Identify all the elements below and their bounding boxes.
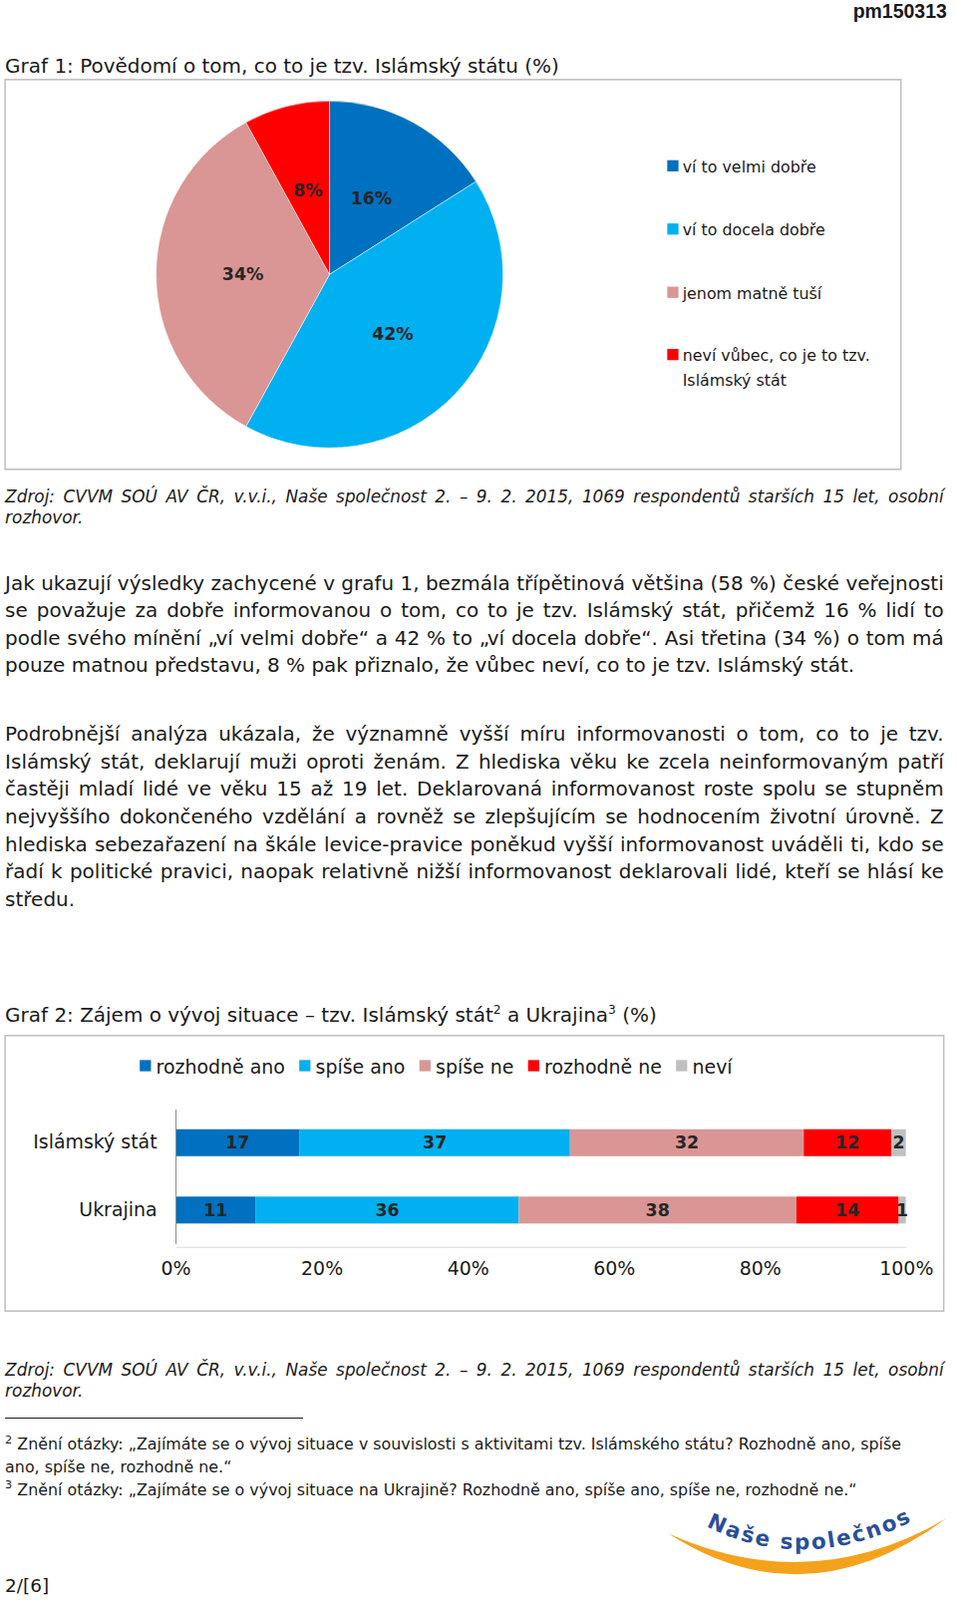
legend-swatch bbox=[528, 1059, 540, 1071]
category-label: Islámský stát bbox=[32, 1130, 157, 1153]
data-label: 42% bbox=[371, 323, 414, 344]
data-label: 1 bbox=[896, 1200, 909, 1221]
legend-entry: jenom matně tuší bbox=[681, 283, 823, 303]
title-part: Graf 2: Zájem o vývoj situace – tzv. Isl… bbox=[4, 1003, 494, 1028]
legend-swatch bbox=[139, 1059, 151, 1071]
data-label: 8% bbox=[293, 180, 323, 201]
bar bbox=[570, 1129, 804, 1157]
axis-line bbox=[175, 1109, 177, 1245]
data-label: 17 bbox=[225, 1132, 250, 1153]
data-label: 16% bbox=[350, 188, 393, 209]
legend-entry: neví vůbec, co je to tzv.Islámský stát bbox=[682, 345, 871, 390]
legend-entry: rozhodně ano bbox=[156, 1055, 286, 1078]
chart-title: Graf 2: Zájem o vývoj situace – tzv. Isl… bbox=[4, 996, 657, 1029]
tick: 0% bbox=[161, 1247, 192, 1280]
bar bbox=[300, 1129, 571, 1157]
footnote-text: Znění otázky: „Zajímáte se o vývoj situa… bbox=[16, 1480, 857, 1499]
bar bbox=[891, 1129, 907, 1157]
tick-label: 40% bbox=[447, 1257, 490, 1279]
legend-swatch bbox=[419, 1059, 431, 1071]
logo-text: Naše společnost bbox=[0, 0, 916, 1555]
chart-frame bbox=[4, 79, 902, 470]
footnote-mark: 2 bbox=[4, 1433, 12, 1447]
bar bbox=[518, 1196, 796, 1224]
data-label: 2 bbox=[892, 1132, 905, 1153]
legend-entry: ví to velmi dobře bbox=[682, 156, 817, 176]
tick: Ukrajina bbox=[78, 1198, 176, 1221]
paragraph: Podrobnější analýza ukázala, že významně… bbox=[4, 720, 945, 914]
tick-label: 60% bbox=[593, 1257, 636, 1279]
bar bbox=[256, 1196, 520, 1224]
data-label: 12 bbox=[835, 1132, 860, 1153]
legend-swatch bbox=[666, 160, 678, 172]
legend-entry: spíše ano bbox=[316, 1055, 406, 1078]
pie-slice bbox=[246, 100, 330, 275]
data-label: 34% bbox=[222, 264, 265, 285]
logo: Naše společnost bbox=[0, 0, 948, 1575]
bars bbox=[175, 1129, 907, 1225]
title-footnote-mark: 2 bbox=[493, 1002, 502, 1017]
page-code: pm150313 bbox=[853, 0, 948, 25]
tick: Islámský stát bbox=[32, 1130, 176, 1153]
axis-line bbox=[176, 1247, 908, 1249]
bar bbox=[175, 1129, 301, 1157]
data-label: 37 bbox=[422, 1132, 447, 1153]
source: Zdroj: CVVM SOÚ AV ČR, v.v.i., Naše spol… bbox=[4, 485, 945, 529]
tick-label: 80% bbox=[739, 1257, 782, 1279]
pie: 16% 42% 34% 8% bbox=[156, 100, 504, 448]
legend-entry: spíše ne bbox=[435, 1055, 514, 1078]
title-part: (%) bbox=[616, 1003, 657, 1028]
legend-swatch bbox=[299, 1059, 311, 1071]
data-label: 32 bbox=[674, 1132, 699, 1153]
bar bbox=[796, 1196, 900, 1224]
legend-entry: ví to docela dobře bbox=[682, 220, 826, 240]
legend-swatch bbox=[675, 1059, 687, 1071]
tick-label: 100% bbox=[879, 1257, 934, 1279]
footnote: 2 Znění otázky: „Zajímáte se o vývoj sit… bbox=[4, 1429, 924, 1479]
legend-swatch bbox=[666, 348, 678, 360]
title-footnote-mark: 3 bbox=[608, 1002, 617, 1017]
tick: 100% bbox=[879, 1247, 934, 1280]
bar bbox=[175, 1196, 257, 1224]
legend-entry: rozhodně ne bbox=[544, 1055, 662, 1078]
footnote-text: Znění otázky: „Zajímáte se o vývoj situa… bbox=[4, 1435, 902, 1477]
legend-swatch bbox=[666, 223, 678, 235]
tick-label: 0% bbox=[161, 1257, 192, 1279]
logo-text: Naše společnost bbox=[0, 0, 916, 1555]
page-number: 2/[6] bbox=[4, 1573, 49, 1598]
footnote-mark: 3 bbox=[4, 1478, 12, 1492]
data-label: 11 bbox=[203, 1200, 228, 1221]
chart-frame bbox=[4, 1035, 945, 1311]
footnote: 3 Znění otázky: „Zajímáte se o vývoj sit… bbox=[4, 1474, 924, 1502]
page: 16% 42% 34% 8% ví to velmi dobře ví to docela… bbox=[0, 0, 957, 1600]
paragraph: Jak ukazují výsledky zachycené v grafu 1… bbox=[4, 569, 945, 680]
x-axis: 0% 20% 40% 60% 80% 100% bbox=[161, 1247, 935, 1280]
y-axis: Islámský stát Ukrajina bbox=[32, 1109, 176, 1245]
bar bbox=[803, 1129, 892, 1157]
title-part: a Ukrajina bbox=[501, 1003, 609, 1028]
tick: 40% bbox=[447, 1247, 490, 1280]
footnote-rule bbox=[4, 1417, 304, 1419]
tick: 60% bbox=[593, 1247, 636, 1280]
chart-title: Graf 1: Povědomí o tom, co to je tzv. Is… bbox=[4, 52, 560, 80]
data-labels: 17 11 37 36 32 38 12 14 2 1 bbox=[203, 1132, 909, 1221]
category-label: Ukrajina bbox=[78, 1198, 157, 1221]
tick-label: 20% bbox=[301, 1257, 343, 1279]
legend-swatch bbox=[666, 287, 678, 299]
tick: 80% bbox=[739, 1247, 782, 1280]
tick: 20% bbox=[301, 1247, 343, 1280]
data-label: 38 bbox=[645, 1200, 670, 1221]
source: Zdroj: CVVM SOÚ AV ČR, v.v.i., Naše spol… bbox=[4, 1358, 945, 1402]
data-label: 36 bbox=[374, 1200, 399, 1221]
data-label: 14 bbox=[835, 1200, 860, 1221]
legend-entry: neví bbox=[692, 1055, 734, 1078]
